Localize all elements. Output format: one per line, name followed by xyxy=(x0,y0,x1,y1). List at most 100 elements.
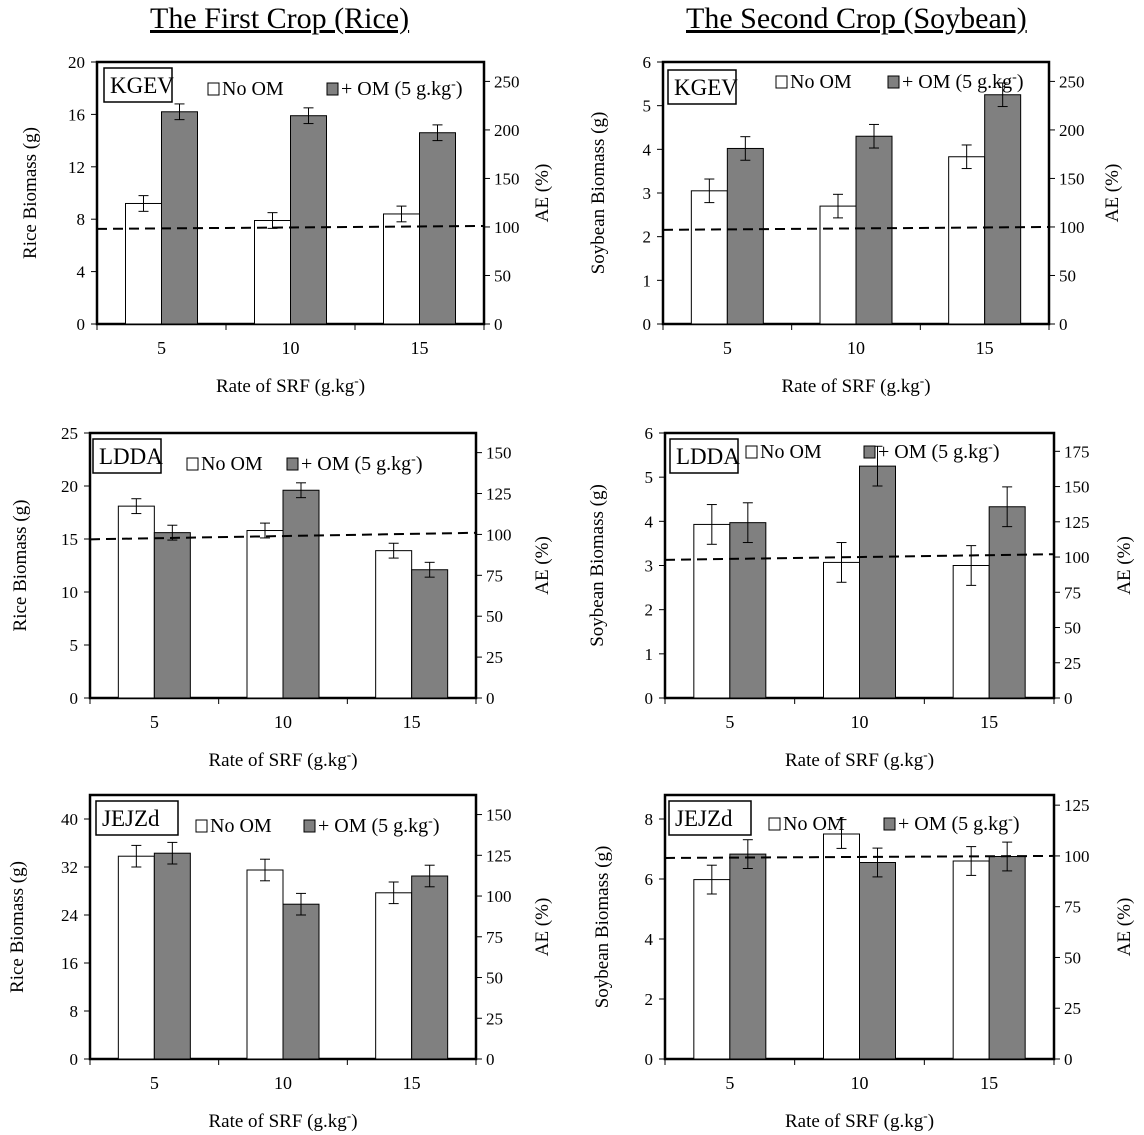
y2-tick-label: 200 xyxy=(494,121,520,140)
y-tick-label: 0 xyxy=(70,1050,79,1069)
bar-no-om xyxy=(693,879,731,1060)
y-tick-label: 4 xyxy=(77,263,86,282)
y2-tick-label: 75 xyxy=(486,928,503,947)
ae-reference-line xyxy=(664,854,1055,859)
bar-no-om xyxy=(117,505,155,699)
legend-label-plus-om: + OM (5 g.kg-) xyxy=(898,812,1020,835)
x-tick-label: 10 xyxy=(851,1073,869,1093)
y-tick-label: 24 xyxy=(61,906,79,925)
x-tick-label: 15 xyxy=(980,712,998,732)
chart-panel-ldda-rice: 0 5 10 15 20 25 0 25 50 75 100 125 150 5 10 15 LDDA No OM… xyxy=(10,424,553,771)
y-tick-label: 6 xyxy=(643,53,652,72)
y2-tick-label: 25 xyxy=(486,1009,503,1028)
y-tick-label: 0 xyxy=(643,315,652,334)
legend-swatch-no-om xyxy=(745,445,758,459)
y-tick-label: 20 xyxy=(61,477,78,496)
bar-no-om xyxy=(254,220,291,325)
y-tick-label: 0 xyxy=(645,1050,654,1069)
y2-tick-label: 75 xyxy=(486,566,503,585)
y-tick-label: 5 xyxy=(70,636,79,655)
y2-tick-label: 50 xyxy=(1059,266,1076,285)
y2-tick-label: 0 xyxy=(486,689,495,708)
bar-no-om xyxy=(246,869,284,1060)
y2-tick-label: 50 xyxy=(486,607,503,626)
y2-tick-label: 125 xyxy=(486,846,512,865)
bar-plus-om xyxy=(282,903,320,1060)
y-tick-label: 5 xyxy=(645,468,654,487)
y2-tick-label: 100 xyxy=(486,887,512,906)
bar-plus-om xyxy=(855,135,893,325)
y-tick-label: 6 xyxy=(645,424,654,443)
bar-no-om xyxy=(952,860,990,1060)
legend-label-no-om: No OM xyxy=(210,815,272,837)
y2-tick-label: 25 xyxy=(1064,654,1081,673)
y2-tick-label: 0 xyxy=(486,1050,495,1069)
bar-plus-om xyxy=(729,522,767,699)
chart-panel-jejzd-soybean: 0 2 4 6 8 0 25 50 75 100 125 5 10 15 JEJZd No OM + OM (5… xyxy=(592,793,1135,1132)
x-axis-title: Rate of SRF (g.kg-) xyxy=(785,1108,934,1132)
y2-tick-label: 100 xyxy=(494,218,520,237)
bar-no-om xyxy=(375,892,413,1060)
x-tick-label: 15 xyxy=(403,712,421,732)
panel-tag-box xyxy=(667,69,737,105)
y-axis-title: Rice Biomass (g) xyxy=(10,500,31,632)
ae-reference-line xyxy=(662,225,1050,231)
legend-label-plus-om: + OM (5 g.kg-) xyxy=(341,77,463,100)
x-tick-label: 5 xyxy=(157,338,166,358)
y2-tick-label: 75 xyxy=(1064,898,1081,917)
y2-axis-title: AE (%) xyxy=(532,164,553,223)
y-axis-title: Rice Biomass (g) xyxy=(7,861,28,993)
panel-tag-box xyxy=(103,67,173,103)
bar-no-om xyxy=(823,833,860,1060)
y-tick-label: 8 xyxy=(70,1002,79,1021)
x-axis-title: Rate of SRF (g.kg-) xyxy=(781,373,930,397)
legend-label-plus-om: + OM (5 g.kg-) xyxy=(318,814,440,837)
legend-swatch-plus-om xyxy=(286,457,299,471)
y2-tick-label: 0 xyxy=(1064,1050,1073,1069)
bar-plus-om xyxy=(988,856,1026,1060)
x-axis-title: Rate of SRF (g.kg-) xyxy=(216,373,365,397)
legend-swatch-no-om xyxy=(186,457,199,471)
y2-axis-title: AE (%) xyxy=(532,898,553,957)
legend-label-no-om: No OM xyxy=(760,441,822,463)
x-tick-label: 15 xyxy=(976,338,994,358)
panel-tag: JEJZd xyxy=(675,806,733,831)
y-tick-label: 16 xyxy=(68,105,85,124)
x-tick-label: 10 xyxy=(851,712,869,732)
y2-tick-label: 100 xyxy=(486,525,512,544)
x-tick-label: 15 xyxy=(411,338,429,358)
bar-plus-om xyxy=(411,569,449,699)
y-tick-label: 2 xyxy=(645,990,654,1009)
x-tick-label: 15 xyxy=(403,1073,421,1093)
x-axis-title: Rate of SRF (g.kg-) xyxy=(785,747,934,771)
y-axis-title: Soybean Biomass (g) xyxy=(587,484,608,647)
legend-swatch-plus-om xyxy=(887,75,900,89)
y-tick-label: 4 xyxy=(645,930,654,949)
y-tick-label: 4 xyxy=(645,512,654,531)
legend-swatch-plus-om xyxy=(303,819,316,833)
y2-tick-label: 150 xyxy=(486,806,512,825)
panel-tag: KGEV xyxy=(674,75,738,100)
bar-no-om xyxy=(948,156,986,325)
y2-tick-label: 100 xyxy=(1064,548,1090,567)
y2-tick-label: 50 xyxy=(494,266,511,285)
bar-plus-om xyxy=(411,875,449,1060)
y-tick-label: 4 xyxy=(643,140,652,159)
y-tick-label: 3 xyxy=(645,557,654,576)
legend-label-no-om: No OM xyxy=(790,71,852,93)
legend-label-plus-om: + OM (5 g.kg-) xyxy=(301,452,423,475)
bar-plus-om xyxy=(282,489,320,699)
x-tick-label: 5 xyxy=(725,1073,734,1093)
bar-plus-om xyxy=(726,147,764,325)
y2-tick-label: 100 xyxy=(1064,847,1090,866)
y-tick-label: 0 xyxy=(70,689,79,708)
x-axis-title: Rate of SRF (g.kg-) xyxy=(208,1108,357,1132)
y2-tick-label: 125 xyxy=(1064,513,1090,532)
bar-plus-om xyxy=(419,132,456,325)
panel-tag-box xyxy=(668,800,752,836)
y-tick-label: 10 xyxy=(61,583,78,602)
y-tick-label: 6 xyxy=(645,870,654,889)
y-tick-label: 25 xyxy=(61,424,78,443)
legend-label-plus-om: + OM (5 g.kg-) xyxy=(878,440,1000,463)
